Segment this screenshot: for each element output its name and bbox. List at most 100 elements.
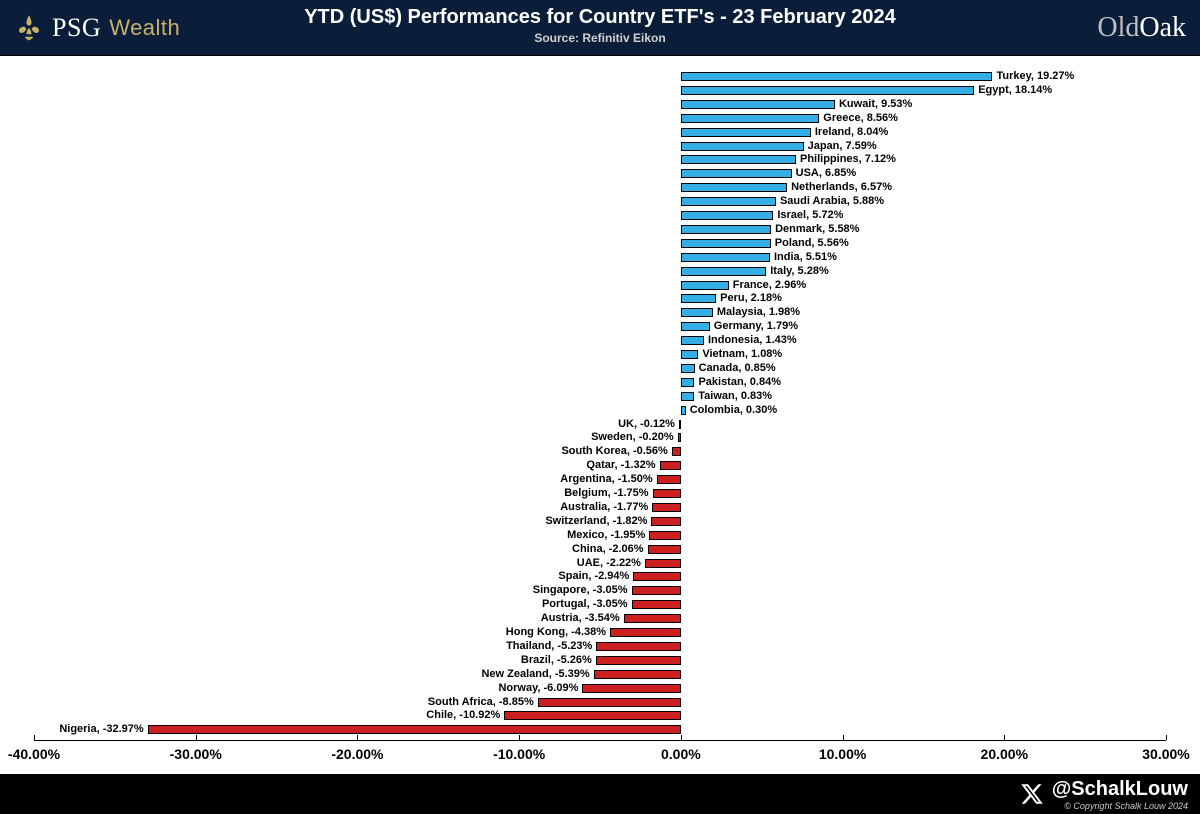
bar <box>681 142 804 151</box>
bar-row: Taiwan, 0.83% <box>34 390 1166 404</box>
bar-row: Brazil, -5.26% <box>34 654 1166 668</box>
x-tick <box>843 735 844 740</box>
bar <box>678 433 681 442</box>
bar <box>681 294 716 303</box>
bar <box>681 378 695 387</box>
x-tick <box>519 735 520 740</box>
bar-label: Singapore, -3.05% <box>533 584 628 598</box>
bar-row: Saudi Arabia, 5.88% <box>34 195 1166 209</box>
bar-row: UK, -0.12% <box>34 418 1166 432</box>
bar-row: Peru, 2.18% <box>34 292 1166 306</box>
x-tick-label: 10.00% <box>819 746 866 762</box>
x-tick-label: -10.00% <box>493 746 545 762</box>
bar <box>645 559 681 568</box>
bar <box>681 169 792 178</box>
bar-label: Austria, -3.54% <box>541 612 620 626</box>
bar-row: UAE, -2.22% <box>34 557 1166 571</box>
bar-row: Spain, -2.94% <box>34 570 1166 584</box>
bar-row: Nigeria, -32.97% <box>34 723 1166 737</box>
bar-row: Norway, -6.09% <box>34 682 1166 696</box>
bar <box>681 350 698 359</box>
bar-row: Egypt, 18.14% <box>34 84 1166 98</box>
bar-row: Argentina, -1.50% <box>34 473 1166 487</box>
bar-label: China, -2.06% <box>572 543 644 557</box>
brand-right: OldOak <box>1097 12 1186 44</box>
bar-label: UK, -0.12% <box>618 418 675 432</box>
bar-label: Argentina, -1.50% <box>560 473 652 487</box>
copyright-text: © Copyright Schalk Louw 2024 <box>1052 801 1188 811</box>
bar-label: Thailand, -5.23% <box>506 640 592 654</box>
bar-row: Netherlands, 6.57% <box>34 181 1166 195</box>
bar-row: Denmark, 5.58% <box>34 223 1166 237</box>
bar-row: New Zealand, -5.39% <box>34 668 1166 682</box>
bar <box>681 322 710 331</box>
bar <box>652 503 681 512</box>
bar <box>649 531 681 540</box>
bar <box>681 225 771 234</box>
chart-subtitle: Source: Refinitiv Eikon <box>304 31 896 45</box>
brand-left-main: PSG <box>52 13 101 43</box>
bar-row: Poland, 5.56% <box>34 237 1166 251</box>
bar-row: Qatar, -1.32% <box>34 459 1166 473</box>
bar-label: Mexico, -1.95% <box>567 529 645 543</box>
bar-label: India, 5.51% <box>774 251 837 265</box>
x-tick-label: 20.00% <box>981 746 1028 762</box>
bar-label: Belgium, -1.75% <box>564 487 648 501</box>
bar <box>681 197 776 206</box>
bar-row: Malaysia, 1.98% <box>34 306 1166 320</box>
bar-row: France, 2.96% <box>34 279 1166 293</box>
bar-row: Sweden, -0.20% <box>34 431 1166 445</box>
bar <box>681 281 729 290</box>
bar-row: Japan, 7.59% <box>34 140 1166 154</box>
bar-label: South Korea, -0.56% <box>561 445 667 459</box>
brand-left: PSG Wealth <box>14 13 180 43</box>
bar <box>681 183 787 192</box>
bar-label: Israel, 5.72% <box>777 209 843 223</box>
bar-label: Australia, -1.77% <box>560 501 648 515</box>
bar-label: UAE, -2.22% <box>577 557 641 571</box>
bar-row: Italy, 5.28% <box>34 265 1166 279</box>
bar-label: USA, 6.85% <box>796 167 857 181</box>
bar-row: USA, 6.85% <box>34 167 1166 181</box>
twitter-handle: @SchalkLouw <box>1052 778 1188 801</box>
bar-row: Ireland, 8.04% <box>34 126 1166 140</box>
bar <box>538 698 681 707</box>
x-tick-label: 0.00% <box>661 746 701 762</box>
bar-label: France, 2.96% <box>733 279 806 293</box>
bar <box>681 128 811 137</box>
x-tick <box>196 735 197 740</box>
bar <box>624 614 681 623</box>
bar <box>681 406 686 415</box>
bar-label: Norway, -6.09% <box>498 682 578 696</box>
x-tick <box>34 735 35 740</box>
bar-label: Philippines, 7.12% <box>800 153 896 167</box>
bar-label: Turkey, 19.27% <box>996 70 1074 84</box>
bar-label: Canada, 0.85% <box>699 362 776 376</box>
bar-label: Colombia, 0.30% <box>690 404 777 418</box>
title-block: YTD (US$) Performances for Country ETF's… <box>304 6 896 45</box>
bar-row: China, -2.06% <box>34 543 1166 557</box>
bar <box>653 489 681 498</box>
bar-row: Indonesia, 1.43% <box>34 334 1166 348</box>
bar-row: Kuwait, 9.53% <box>34 98 1166 112</box>
footer-text: @SchalkLouw © Copyright Schalk Louw 2024 <box>1052 778 1188 811</box>
bar <box>681 155 796 164</box>
bar-label: Saudi Arabia, 5.88% <box>780 195 884 209</box>
bar <box>681 336 704 345</box>
chart-title: YTD (US$) Performances for Country ETF's… <box>304 6 896 29</box>
bar-label: Peru, 2.18% <box>720 292 782 306</box>
bar <box>596 656 681 665</box>
bar-label: Poland, 5.56% <box>775 237 849 251</box>
bar <box>582 684 680 693</box>
bar-label: Taiwan, 0.83% <box>698 390 772 404</box>
bar-row: Mexico, -1.95% <box>34 529 1166 543</box>
bar <box>681 308 713 317</box>
brand-right-b: Oak <box>1139 12 1186 43</box>
bar-label: Italy, 5.28% <box>770 265 829 279</box>
bar-row: Australia, -1.77% <box>34 501 1166 515</box>
x-tick <box>357 735 358 740</box>
bar-label: Vietnam, 1.08% <box>702 348 782 362</box>
brand-left-sub: Wealth <box>109 15 180 41</box>
bar-label: Pakistan, 0.84% <box>698 376 781 390</box>
header: PSG Wealth YTD (US$) Performances for Co… <box>0 0 1200 56</box>
